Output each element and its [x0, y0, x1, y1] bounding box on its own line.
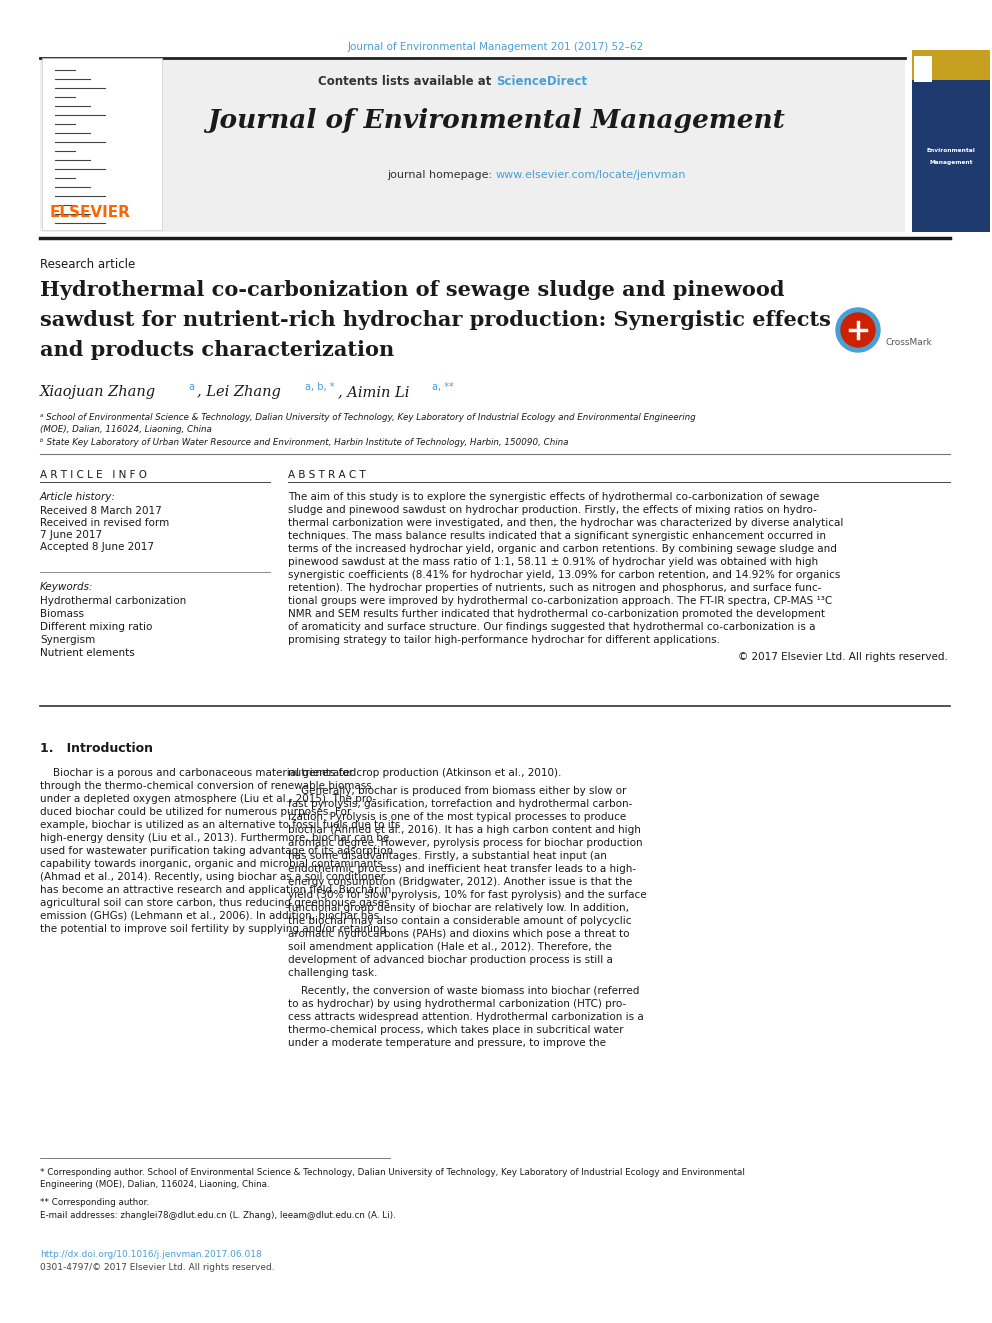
- Text: capability towards inorganic, organic and microbial contaminants: capability towards inorganic, organic an…: [40, 859, 383, 869]
- Text: , Aimin Li: , Aimin Li: [338, 385, 410, 400]
- Text: ** Corresponding author.: ** Corresponding author.: [40, 1199, 149, 1207]
- Text: Hydrothermal co-carbonization of sewage sludge and pinewood: Hydrothermal co-carbonization of sewage …: [40, 280, 785, 300]
- Text: terms of the increased hydrochar yield, organic and carbon retentions. By combin: terms of the increased hydrochar yield, …: [288, 544, 837, 554]
- Text: Recently, the conversion of waste biomass into biochar (referred: Recently, the conversion of waste biomas…: [288, 986, 640, 996]
- Text: a, **: a, **: [432, 382, 453, 392]
- Text: has some disadvantages. Firstly, a substantial heat input (an: has some disadvantages. Firstly, a subst…: [288, 851, 607, 861]
- Text: pinewood sawdust at the mass ratio of 1:1, 58.11 ± 0.91% of hydrochar yield was : pinewood sawdust at the mass ratio of 1:…: [288, 557, 818, 568]
- Text: Contents lists available at: Contents lists available at: [318, 75, 496, 89]
- Text: thermo-chemical process, which takes place in subcritical water: thermo-chemical process, which takes pla…: [288, 1025, 624, 1035]
- Text: energy consumption (Bridgwater, 2012). Another issue is that the: energy consumption (Bridgwater, 2012). A…: [288, 877, 632, 886]
- Text: Nutrient elements: Nutrient elements: [40, 648, 135, 658]
- Text: sawdust for nutrient-rich hydrochar production: Synergistic effects: sawdust for nutrient-rich hydrochar prod…: [40, 310, 831, 329]
- Text: Accepted 8 June 2017: Accepted 8 June 2017: [40, 542, 154, 552]
- Text: under a depleted oxygen atmosphere (Liu et al., 2015). The pro-: under a depleted oxygen atmosphere (Liu …: [40, 794, 376, 804]
- Text: 7 June 2017: 7 June 2017: [40, 531, 102, 540]
- Text: 1.   Introduction: 1. Introduction: [40, 742, 153, 755]
- Text: Keywords:: Keywords:: [40, 582, 93, 591]
- FancyBboxPatch shape: [42, 58, 162, 230]
- Text: NMR and SEM results further indicated that hydrothermal co-carbonization promote: NMR and SEM results further indicated th…: [288, 609, 825, 619]
- Circle shape: [836, 308, 880, 352]
- Text: ᵃ School of Environmental Science & Technology, Dalian University of Technology,: ᵃ School of Environmental Science & Tech…: [40, 413, 695, 422]
- Text: nutrients for crop production (Atkinson et al., 2010).: nutrients for crop production (Atkinson …: [288, 767, 561, 778]
- Text: biochar (Ahmed et al., 2016). It has a high carbon content and high: biochar (Ahmed et al., 2016). It has a h…: [288, 826, 641, 835]
- Text: Environmental: Environmental: [927, 148, 975, 153]
- Text: and products characterization: and products characterization: [40, 340, 394, 360]
- Text: example, biochar is utilized as an alternative to fossil fuels due to its: example, biochar is utilized as an alter…: [40, 820, 401, 830]
- Text: aromatic hydrocarbons (PAHs) and dioxins which pose a threat to: aromatic hydrocarbons (PAHs) and dioxins…: [288, 929, 630, 939]
- Text: Journal of Environmental Management: Journal of Environmental Management: [207, 108, 785, 134]
- Text: Journal of Environmental Management 201 (2017) 52–62: Journal of Environmental Management 201 …: [348, 42, 644, 52]
- Text: challenging task.: challenging task.: [288, 968, 377, 978]
- FancyBboxPatch shape: [912, 50, 990, 79]
- Text: ELSEVIER: ELSEVIER: [50, 205, 131, 220]
- Text: ScienceDirect: ScienceDirect: [496, 75, 587, 89]
- Text: cess attracts widespread attention. Hydrothermal carbonization is a: cess attracts widespread attention. Hydr…: [288, 1012, 644, 1021]
- Text: Synergism: Synergism: [40, 635, 95, 646]
- Text: high-energy density (Liu et al., 2013). Furthermore, biochar can be: high-energy density (Liu et al., 2013). …: [40, 833, 389, 843]
- Text: a: a: [188, 382, 194, 392]
- Text: retention). The hydrochar properties of nutrients, such as nitrogen and phosphor: retention). The hydrochar properties of …: [288, 583, 821, 593]
- Text: http://dx.doi.org/10.1016/j.jenvman.2017.06.018: http://dx.doi.org/10.1016/j.jenvman.2017…: [40, 1250, 262, 1259]
- Text: agricultural soil can store carbon, thus reducing greenhouse gases: agricultural soil can store carbon, thus…: [40, 898, 390, 908]
- Text: the potential to improve soil fertility by supplying and/or retaining: the potential to improve soil fertility …: [40, 923, 386, 934]
- Text: Different mixing ratio: Different mixing ratio: [40, 622, 153, 632]
- Text: CrossMark: CrossMark: [886, 337, 932, 347]
- Text: functional group density of biochar are relatively low. In addition,: functional group density of biochar are …: [288, 904, 629, 913]
- Text: © 2017 Elsevier Ltd. All rights reserved.: © 2017 Elsevier Ltd. All rights reserved…: [738, 652, 948, 662]
- Text: Generally, biochar is produced from biomass either by slow or: Generally, biochar is produced from biom…: [288, 786, 626, 796]
- FancyBboxPatch shape: [40, 58, 905, 232]
- Text: www.elsevier.com/locate/jenvman: www.elsevier.com/locate/jenvman: [496, 169, 686, 180]
- Text: under a moderate temperature and pressure, to improve the: under a moderate temperature and pressur…: [288, 1039, 606, 1048]
- Text: A B S T R A C T: A B S T R A C T: [288, 470, 366, 480]
- Text: thermal carbonization were investigated, and then, the hydrochar was characteriz: thermal carbonization were investigated,…: [288, 519, 843, 528]
- Text: of aromaticity and surface structure. Our findings suggested that hydrothermal c: of aromaticity and surface structure. Ou…: [288, 622, 815, 632]
- Text: Received in revised form: Received in revised form: [40, 519, 170, 528]
- Text: Research article: Research article: [40, 258, 135, 271]
- Text: the biochar may also contain a considerable amount of polycyclic: the biochar may also contain a considera…: [288, 916, 632, 926]
- Text: to as hydrochar) by using hydrothermal carbonization (HTC) pro-: to as hydrochar) by using hydrothermal c…: [288, 999, 626, 1009]
- Text: has become an attractive research and application field. Biochar in: has become an attractive research and ap…: [40, 885, 391, 894]
- Text: duced biochar could be utilized for numerous purposes. For: duced biochar could be utilized for nume…: [40, 807, 351, 818]
- Text: journal homepage:: journal homepage:: [387, 169, 496, 180]
- Text: , Lei Zhang: , Lei Zhang: [197, 385, 281, 400]
- Text: aromatic degree. However, pyrolysis process for biochar production: aromatic degree. However, pyrolysis proc…: [288, 837, 643, 848]
- Text: used for wastewater purification taking advantage of its adsorption: used for wastewater purification taking …: [40, 845, 393, 856]
- Text: E-mail addresses: zhanglei78@dlut.edu.cn (L. Zhang), leeam@dlut.edu.cn (A. Li).: E-mail addresses: zhanglei78@dlut.edu.cn…: [40, 1211, 396, 1220]
- FancyBboxPatch shape: [912, 60, 990, 232]
- FancyBboxPatch shape: [914, 56, 932, 82]
- Text: tional groups were improved by hydrothermal co-carbonization approach. The FT-IR: tional groups were improved by hydrother…: [288, 595, 832, 606]
- Text: promising strategy to tailor high-performance hydrochar for different applicatio: promising strategy to tailor high-perfor…: [288, 635, 720, 646]
- Text: yield (30% for slow pyrolysis, 10% for fast pyrolysis) and the surface: yield (30% for slow pyrolysis, 10% for f…: [288, 890, 647, 900]
- Text: endothermic process) and inefficient heat transfer leads to a high-: endothermic process) and inefficient hea…: [288, 864, 636, 875]
- Text: (Ahmad et al., 2014). Recently, using biochar as a soil conditioner: (Ahmad et al., 2014). Recently, using bi…: [40, 872, 385, 882]
- Text: The aim of this study is to explore the synergistic effects of hydrothermal co-c: The aim of this study is to explore the …: [288, 492, 819, 501]
- Text: Biomass: Biomass: [40, 609, 84, 619]
- Text: emission (GHGs) (Lehmann et al., 2006). In addition, biochar has: emission (GHGs) (Lehmann et al., 2006). …: [40, 912, 379, 921]
- Text: ᵇ State Key Laboratory of Urban Water Resource and Environment, Harbin Institute: ᵇ State Key Laboratory of Urban Water Re…: [40, 438, 568, 447]
- Text: ization. Pyrolysis is one of the most typical processes to produce: ization. Pyrolysis is one of the most ty…: [288, 812, 626, 822]
- Text: soil amendment application (Hale et al., 2012). Therefore, the: soil amendment application (Hale et al.,…: [288, 942, 612, 953]
- Text: development of advanced biochar production process is still a: development of advanced biochar producti…: [288, 955, 613, 964]
- Text: a, b, *: a, b, *: [305, 382, 334, 392]
- Text: techniques. The mass balance results indicated that a significant synergistic en: techniques. The mass balance results ind…: [288, 531, 826, 541]
- Text: fast pyrolysis, gasification, torrefaction and hydrothermal carbon-: fast pyrolysis, gasification, torrefacti…: [288, 799, 632, 808]
- Text: Article history:: Article history:: [40, 492, 116, 501]
- Text: Engineering (MOE), Dalian, 116024, Liaoning, China.: Engineering (MOE), Dalian, 116024, Liaon…: [40, 1180, 270, 1189]
- Text: A R T I C L E   I N F O: A R T I C L E I N F O: [40, 470, 147, 480]
- Text: (MOE), Dalian, 116024, Liaoning, China: (MOE), Dalian, 116024, Liaoning, China: [40, 425, 212, 434]
- Text: Biochar is a porous and carbonaceous material generated: Biochar is a porous and carbonaceous mat…: [40, 767, 356, 778]
- Text: * Corresponding author. School of Environmental Science & Technology, Dalian Uni: * Corresponding author. School of Enviro…: [40, 1168, 745, 1177]
- Text: Hydrothermal carbonization: Hydrothermal carbonization: [40, 595, 186, 606]
- Text: sludge and pinewood sawdust on hydrochar production. Firstly, the effects of mix: sludge and pinewood sawdust on hydrochar…: [288, 505, 816, 515]
- Text: synergistic coefficients (8.41% for hydrochar yield, 13.09% for carbon retention: synergistic coefficients (8.41% for hydr…: [288, 570, 840, 579]
- Text: Received 8 March 2017: Received 8 March 2017: [40, 505, 162, 516]
- Text: through the thermo-chemical conversion of renewable biomass: through the thermo-chemical conversion o…: [40, 781, 372, 791]
- Text: Xiaojuan Zhang: Xiaojuan Zhang: [40, 385, 156, 400]
- Text: Management: Management: [930, 160, 973, 165]
- Text: 0301-4797/© 2017 Elsevier Ltd. All rights reserved.: 0301-4797/© 2017 Elsevier Ltd. All right…: [40, 1263, 275, 1271]
- Circle shape: [841, 314, 875, 347]
